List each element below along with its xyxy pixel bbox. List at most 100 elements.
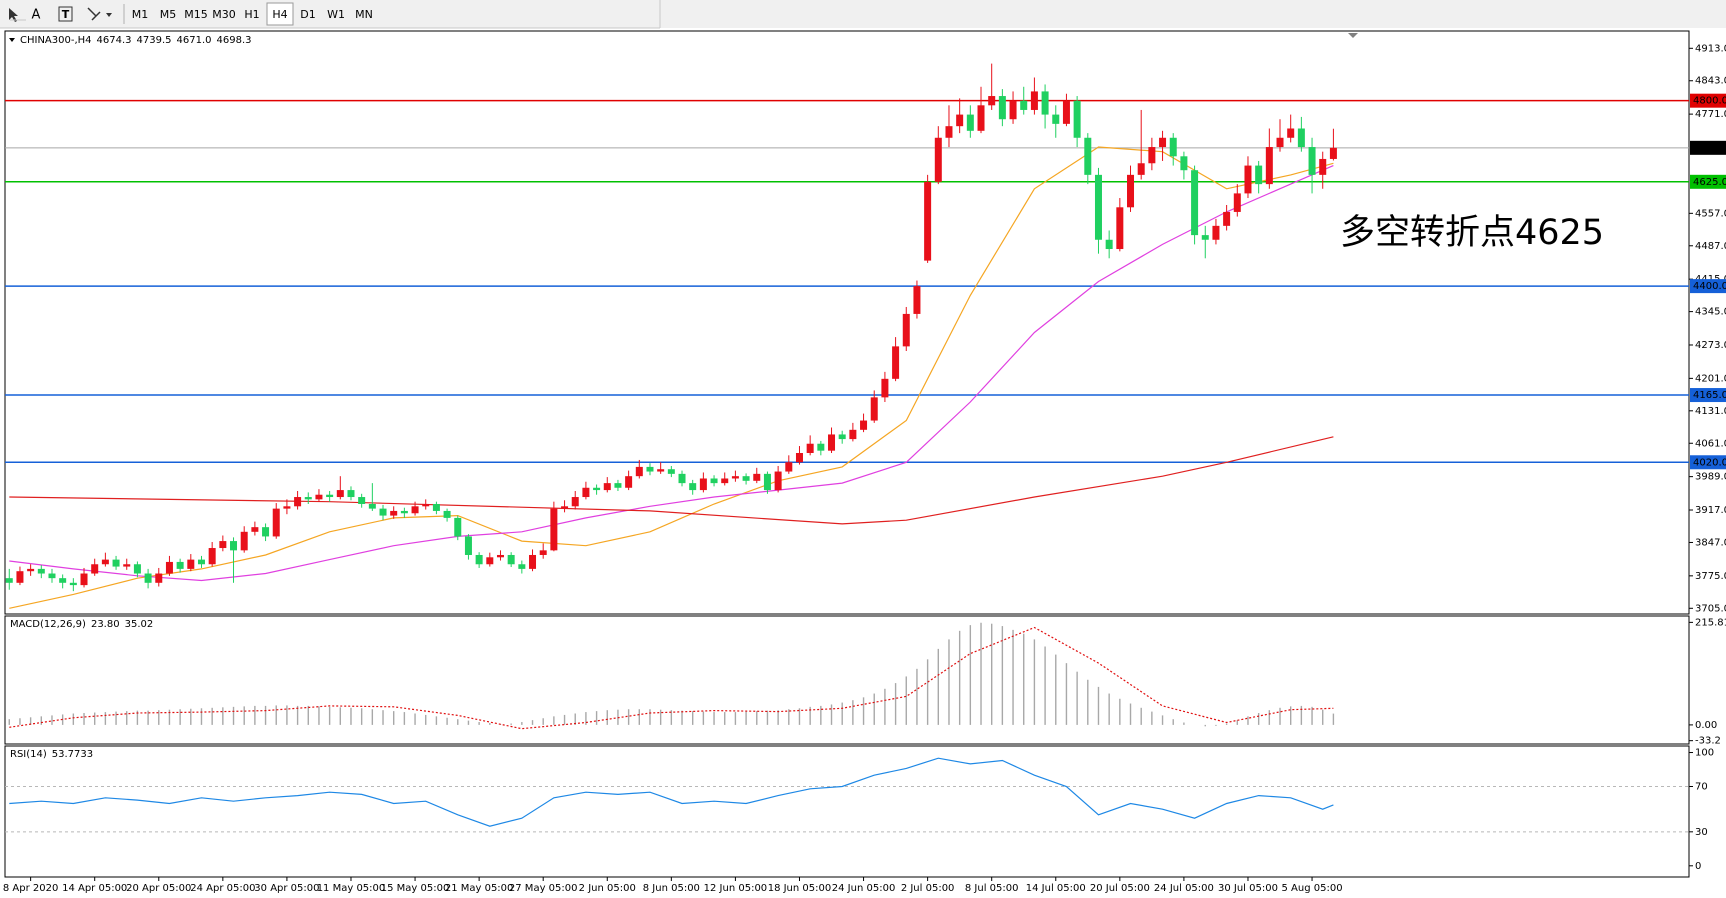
candle-body: [1201, 235, 1209, 240]
candle-body: [582, 487, 590, 498]
current-price-box: [1690, 140, 1726, 155]
candle-body: [539, 550, 547, 555]
main-header: CHINA300-,H4 4674.3 4739.5 4671.0 4698.3: [20, 35, 252, 46]
candle-body: [795, 452, 803, 463]
level-label: 4800.0: [1693, 96, 1726, 107]
x-tick-label: 5 Aug 05:00: [1282, 883, 1343, 894]
y-tick-label: 4273.0: [1695, 340, 1726, 351]
candle-body: [731, 476, 739, 479]
candle-body: [1329, 147, 1337, 159]
candle-body: [561, 506, 569, 509]
symbol-label: CHINA300-,H4: [20, 35, 92, 46]
x-tick-label: 2 Jul 05:00: [901, 883, 955, 894]
candle-body: [699, 478, 707, 491]
candle-body: [347, 490, 355, 498]
y-tick-label: 3775.0: [1695, 571, 1726, 582]
y-tick-label: 4487.0: [1695, 241, 1726, 252]
candle-body: [945, 126, 953, 138]
timeframe-button[interactable]: M1: [132, 8, 149, 21]
candle-body: [454, 517, 462, 537]
timeframe-button[interactable]: M5: [160, 8, 177, 21]
level-label: 4165.0: [1693, 390, 1726, 401]
x-tick-label: 15 May 05:00: [381, 883, 450, 894]
x-tick-label: 8 Apr 2020: [3, 883, 58, 894]
y-tick-label: 3847.0: [1695, 537, 1726, 548]
timeframe-button[interactable]: M30: [212, 8, 236, 21]
candle-body: [1084, 137, 1092, 175]
candle-body: [1265, 147, 1273, 185]
candle-body: [336, 490, 344, 498]
candle-body: [283, 506, 291, 509]
y-tick-label: 4345.0: [1695, 307, 1726, 318]
candle-body: [1030, 91, 1038, 110]
draw-tool-icon[interactable]: [87, 7, 101, 21]
candle-body: [763, 473, 771, 491]
candle-body: [774, 471, 782, 491]
timeframe-button[interactable]: M15: [184, 8, 208, 21]
x-tick-label: 30 Jul 05:00: [1218, 883, 1278, 894]
candle-body: [1148, 147, 1156, 164]
level-label-box: [1690, 388, 1726, 403]
candle-body: [870, 397, 878, 421]
macd-value: 23.80: [91, 619, 120, 630]
candle-body: [849, 429, 857, 440]
ohlc-open: 4674.3: [97, 35, 132, 46]
candle-body: [219, 541, 227, 549]
candle-body: [379, 508, 387, 516]
x-tick-label: 24 Jun 05:00: [832, 883, 896, 894]
candle-body: [80, 573, 88, 586]
indicator-name: RSI(14): [10, 749, 47, 760]
timeframe-button[interactable]: D1: [300, 8, 315, 21]
timeframe-bar: A T M1 M5 M15 M30 H1 H4 D1 W1 MN: [32, 2, 373, 26]
candle-body: [1020, 100, 1028, 110]
candle-body: [91, 564, 99, 574]
rsi-header: RSI(14) 53.7733: [10, 749, 93, 760]
ohlc-low: 4671.0: [177, 35, 212, 46]
candle-body: [144, 573, 152, 583]
x-tick-label: 14 Jul 05:00: [1026, 883, 1086, 894]
candle-body: [496, 554, 504, 558]
y-tick-label: 4913.0: [1695, 43, 1726, 54]
candle-body: [27, 568, 35, 572]
candle-body: [230, 541, 238, 551]
candle-body: [988, 96, 996, 106]
dropdown-icon[interactable]: [106, 13, 112, 17]
candle-body: [165, 561, 173, 574]
x-tick-label: 12 Jun 05:00: [704, 883, 768, 894]
shift-marker: [1348, 33, 1358, 38]
candle-body: [294, 497, 302, 507]
candle-body: [860, 420, 868, 430]
timeframe-button[interactable]: MN: [355, 8, 373, 21]
cursor-icon[interactable]: [9, 8, 18, 22]
y-tick-label: 4771.0: [1695, 109, 1726, 120]
main-panel: [4, 30, 1690, 615]
candle-body: [37, 568, 45, 574]
candle-body: [187, 559, 195, 569]
annotation: 多空转折点4625: [1340, 213, 1604, 253]
candle-body: [1009, 100, 1017, 120]
candle-body: [1308, 147, 1316, 175]
candle-body: [390, 510, 398, 516]
candle-body: [625, 476, 633, 488]
timeframe-button[interactable]: H4: [272, 8, 287, 21]
tool-text[interactable]: A: [32, 8, 41, 23]
y-tick-label: 4061.0: [1695, 438, 1726, 449]
candle-body: [507, 554, 515, 565]
candle-body: [753, 473, 761, 481]
x-tick-label: 24 Jul 05:00: [1154, 883, 1214, 894]
indicator-name: MACD(12,26,9): [10, 619, 86, 630]
candle-body: [635, 466, 643, 477]
timeframe-button[interactable]: H1: [244, 8, 259, 21]
macd-header: MACD(12,26,9) 23.80 35.02: [10, 619, 153, 630]
candle-body: [571, 497, 579, 507]
candle-body: [1255, 165, 1263, 185]
level-label-box: [1690, 279, 1726, 294]
timeframe-button[interactable]: W1: [327, 8, 345, 21]
tool-text[interactable]: T: [62, 8, 70, 21]
y-tick-label: -33.2: [1695, 736, 1721, 747]
candle-body: [1159, 137, 1167, 148]
candle-body: [272, 508, 280, 537]
y-tick-label: 4557.0: [1695, 208, 1726, 219]
text-tool-box[interactable]: [58, 6, 73, 22]
